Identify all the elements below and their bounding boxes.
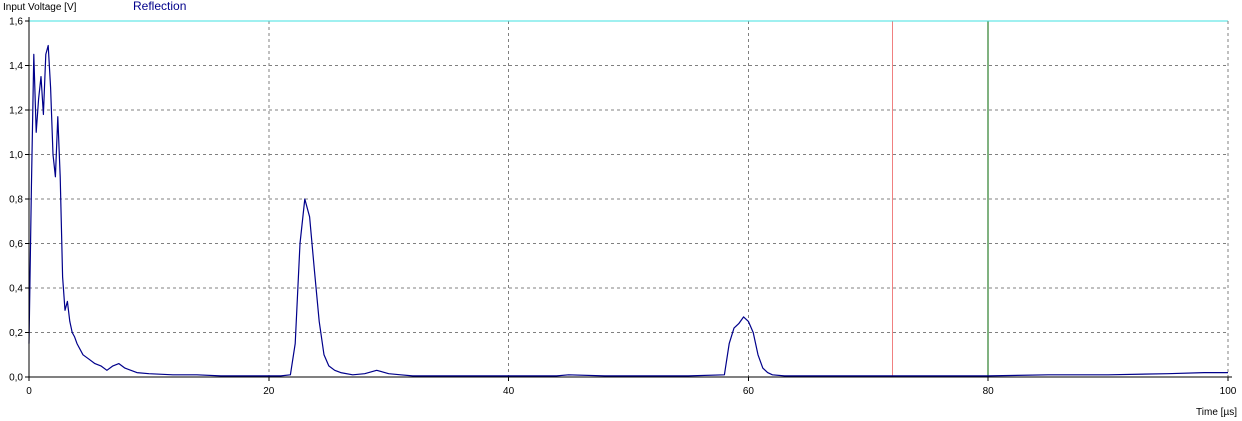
y-tick-label: 0,4	[9, 284, 23, 295]
x-tick-label: 100	[1220, 386, 1237, 397]
y-tick-label: 1,2	[9, 106, 23, 117]
cursor-markers	[891, 21, 989, 377]
y-tick-label: 1,6	[9, 17, 23, 28]
x-tick-label: 40	[503, 386, 515, 397]
x-tick-label: 60	[743, 386, 755, 397]
x-tick-label: 80	[983, 386, 995, 397]
grid	[29, 21, 1228, 377]
y-axis-title: Input Voltage [V]	[3, 2, 77, 13]
series-layer	[28, 44, 1228, 377]
x-axis-title: Time [µs]	[1196, 407, 1237, 418]
y-tick-label: 0,2	[9, 328, 23, 339]
plot-area	[29, 21, 1228, 377]
legend-reflection: Reflection	[133, 0, 186, 13]
y-tick-label: 1,4	[9, 61, 23, 72]
y-tick-label: 0,0	[9, 373, 23, 384]
series-line-reflection	[28, 44, 1228, 377]
x-tick-label: 0	[26, 386, 32, 397]
y-tick-label: 1,0	[9, 150, 23, 161]
y-tick-label: 0,6	[9, 239, 23, 250]
axes: 0,0 0,2 0,4 0,6 0,8 1,0 1,2 1,4 1,6 0 20 40 60 80 100	[9, 17, 1237, 398]
y-tick-label: 0,8	[9, 195, 23, 206]
x-tick-label: 20	[263, 386, 275, 397]
